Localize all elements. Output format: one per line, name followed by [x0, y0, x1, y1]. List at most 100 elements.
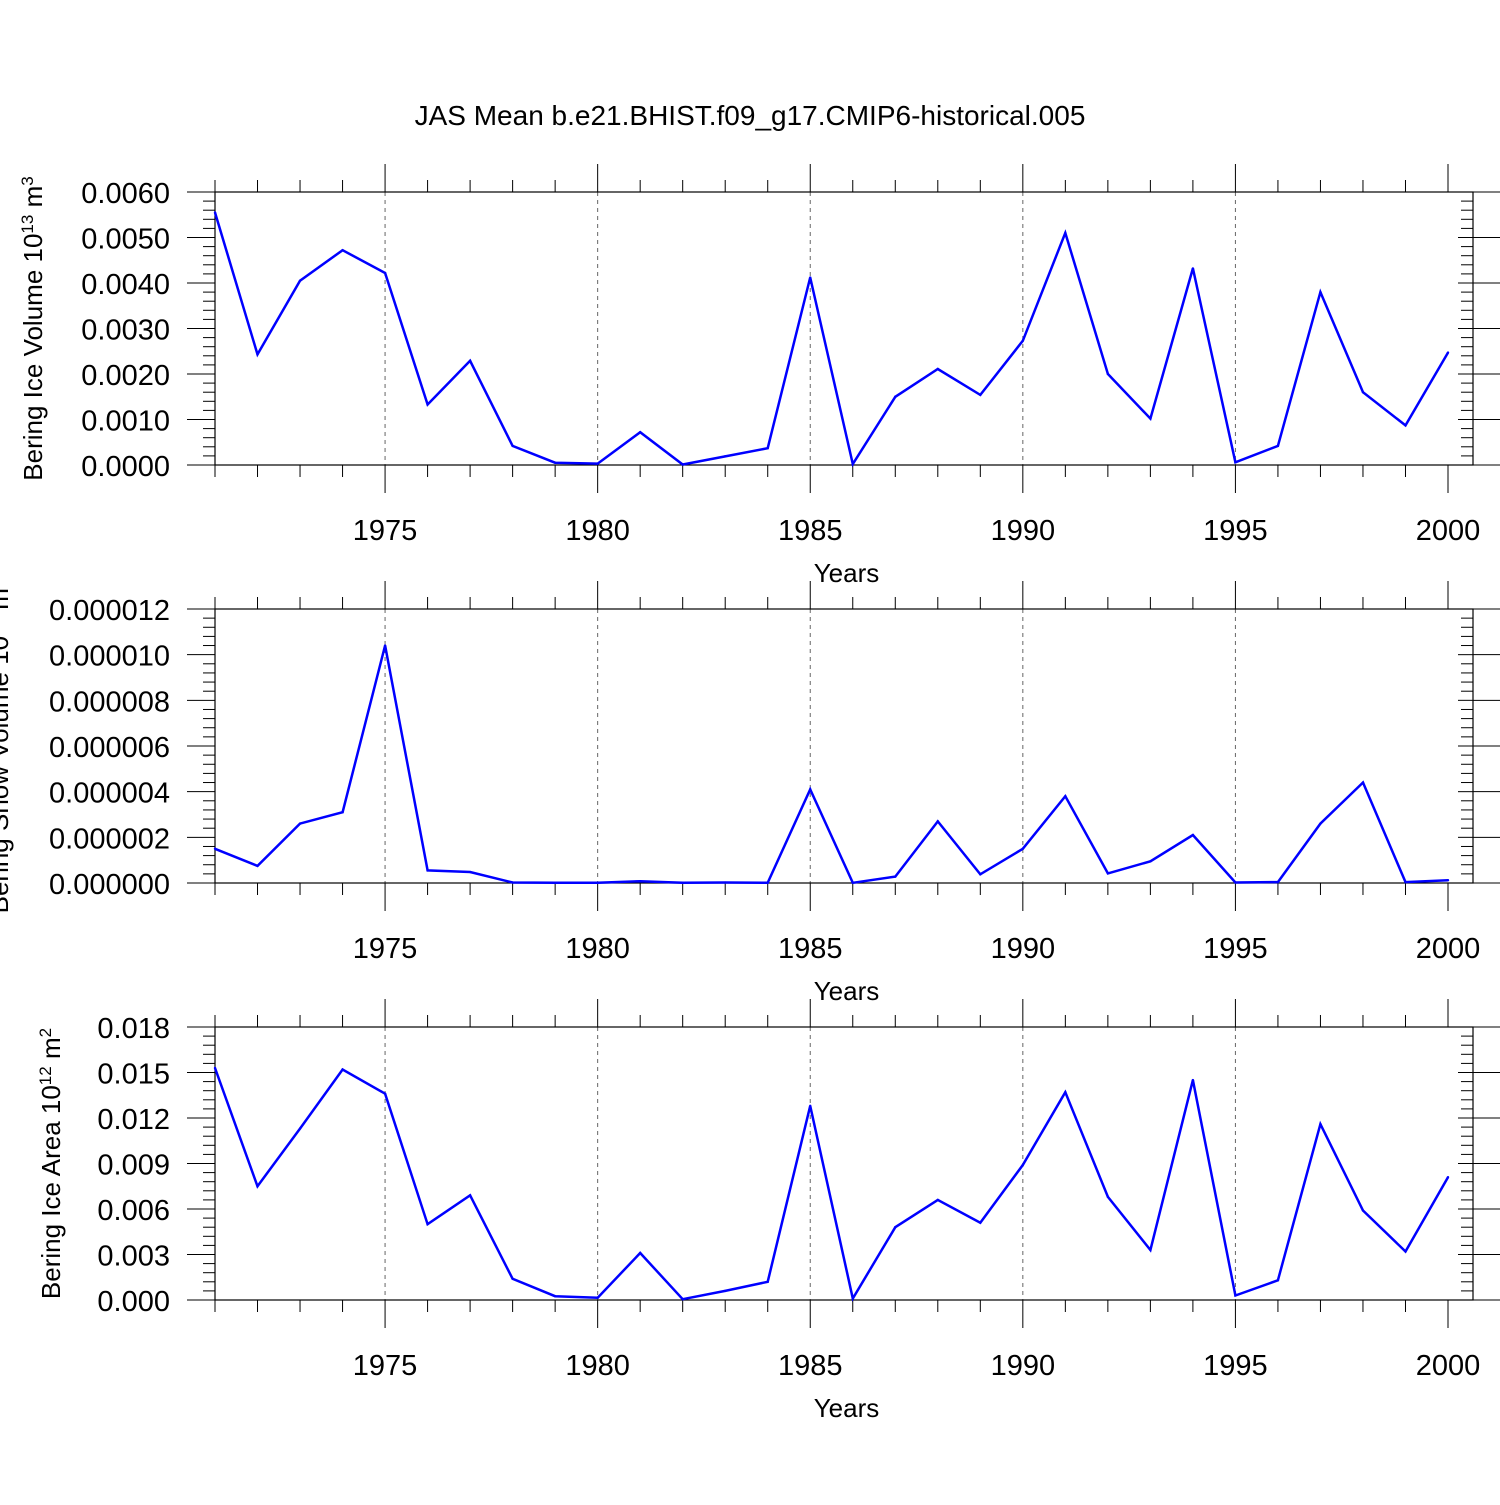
x-tick-label: 1975 [353, 515, 418, 547]
data-point [639, 1252, 641, 1254]
x-tick-label: 1980 [565, 515, 630, 547]
data-point [1234, 881, 1236, 883]
data-point [511, 445, 513, 447]
x-tick-label: 1975 [353, 1350, 418, 1382]
data-point [681, 1298, 683, 1300]
data-point [1277, 881, 1279, 883]
data-point [426, 403, 428, 405]
x-tick-label: 1990 [991, 933, 1056, 965]
data-point [1319, 822, 1321, 824]
data-point [1022, 1164, 1024, 1166]
data-point [1192, 267, 1194, 269]
y-tick-label: 0.000006 [49, 732, 170, 764]
data-point [1362, 391, 1364, 393]
data-point [1022, 848, 1024, 850]
data-point [639, 880, 641, 882]
y-tick-label: 0.015 [97, 1059, 170, 1091]
data-point [937, 368, 939, 370]
data-point [1192, 834, 1194, 836]
data-point [554, 882, 556, 884]
data-point [214, 211, 216, 213]
x-axis-label: Years [814, 558, 880, 588]
data-point [256, 865, 258, 867]
data-point [1149, 1249, 1151, 1251]
data-point [979, 1221, 981, 1223]
y-tick-label: 0.0050 [81, 224, 170, 256]
data-point [341, 811, 343, 813]
data-point [937, 1199, 939, 1201]
data-point [1064, 232, 1066, 234]
data-point [596, 1297, 598, 1299]
y-tick-label: 0.012 [97, 1104, 170, 1136]
data-point [809, 1105, 811, 1107]
data-point [469, 871, 471, 873]
data-point [1192, 1079, 1194, 1081]
data-point [1404, 1250, 1406, 1252]
data-point [1404, 424, 1406, 426]
data-point [299, 822, 301, 824]
data-point [299, 1127, 301, 1129]
data-point [1234, 461, 1236, 463]
series-line [215, 1068, 1448, 1299]
data-point [554, 1295, 556, 1297]
y-tick-label: 0.000010 [49, 641, 170, 673]
x-tick-label: 1990 [991, 1350, 1056, 1382]
data-point [1107, 1196, 1109, 1198]
data-point [894, 875, 896, 877]
data-point [1064, 795, 1066, 797]
data-point [426, 869, 428, 871]
y-tick-label: 0.000002 [49, 823, 170, 855]
data-point [214, 1067, 216, 1069]
data-point [852, 463, 854, 465]
x-tick-label: 1985 [778, 933, 843, 965]
data-point [681, 882, 683, 884]
y-tick-label: 0.003 [97, 1241, 170, 1273]
y-axis-label: Bering Ice Area 1012 m2 [36, 1028, 67, 1299]
data-point [1362, 1209, 1364, 1211]
y-tick-label: 0.0030 [81, 315, 170, 347]
data-point [384, 272, 386, 274]
x-axis-label: Years [814, 976, 880, 1006]
data-point [894, 396, 896, 398]
x-tick-label: 1985 [778, 1350, 843, 1382]
data-point [1404, 881, 1406, 883]
x-axis-label: Years [814, 1393, 880, 1423]
data-point [1064, 1091, 1066, 1093]
data-point [596, 462, 598, 464]
x-tick-label: 1980 [565, 1350, 630, 1382]
data-point [852, 882, 854, 884]
y-axis-label: Bering Ice Volume 1013 m3 [18, 176, 49, 480]
y-tick-label: 0.000 [97, 1286, 170, 1318]
data-point [1107, 373, 1109, 375]
data-point [299, 280, 301, 282]
data-point [1319, 291, 1321, 293]
data-point [214, 848, 216, 850]
data-point [809, 276, 811, 278]
y-tick-label: 0.000008 [49, 686, 170, 718]
data-point [1277, 1279, 1279, 1281]
data-point [767, 882, 769, 884]
data-point [724, 881, 726, 883]
data-point [1149, 860, 1151, 862]
x-tick-label: 1995 [1203, 515, 1268, 547]
data-point [1149, 417, 1151, 419]
data-point [1107, 872, 1109, 874]
data-point [894, 1226, 896, 1228]
data-point [469, 360, 471, 362]
x-tick-label: 2000 [1416, 1350, 1481, 1382]
data-point [1447, 1176, 1449, 1178]
data-point [256, 1185, 258, 1187]
data-point [384, 1093, 386, 1095]
x-tick-label: 2000 [1416, 933, 1481, 965]
data-point [1234, 1294, 1236, 1296]
series-line [215, 646, 1448, 883]
data-point [554, 462, 556, 464]
y-tick-label: 0.0000 [81, 451, 170, 483]
y-tick-label: 0.000000 [49, 869, 170, 901]
x-tick-label: 1990 [991, 515, 1056, 547]
data-point [256, 353, 258, 355]
